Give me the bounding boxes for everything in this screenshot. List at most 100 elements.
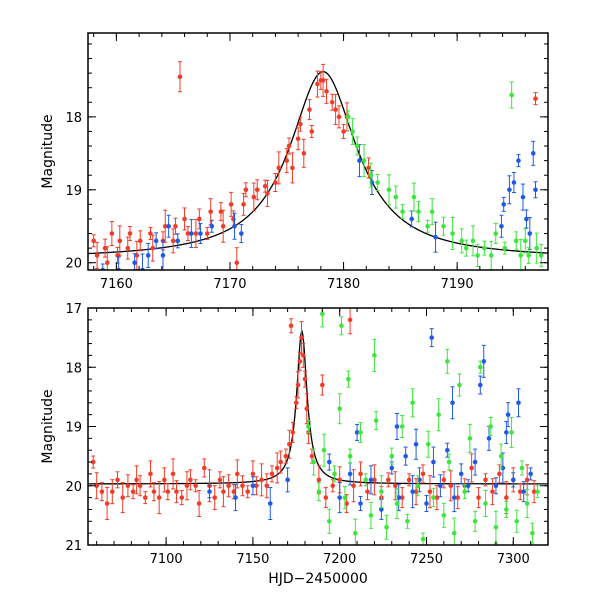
bottom-green-point — [467, 423, 473, 453]
top-blue-point — [499, 214, 504, 238]
bottom-red-point — [234, 459, 240, 489]
bottom-red-point — [269, 465, 275, 483]
x-axis-label: HJD−2450000 — [268, 571, 368, 587]
top-green-point — [526, 246, 531, 264]
top-blue-point — [507, 175, 512, 205]
bottom-red-point — [165, 483, 171, 501]
bottom-ytick-label: 19 — [65, 421, 82, 436]
bottom-blue-point — [472, 448, 478, 476]
bottom-red-point — [283, 448, 289, 464]
top-green-point — [509, 81, 514, 109]
bottom-red-point — [347, 308, 353, 335]
bottom-red-point — [295, 371, 301, 399]
bottom-blue-point — [481, 344, 487, 378]
bottom-green-point — [436, 398, 441, 432]
top-xtick-label: 7160 — [100, 277, 133, 292]
bottom-plot-area — [88, 308, 548, 545]
bottom-green-point — [504, 500, 509, 518]
top-green-point — [493, 223, 499, 245]
top-blue-point — [175, 233, 181, 249]
bottom-ytick-label: 21 — [65, 539, 82, 554]
top-green-point — [482, 240, 487, 256]
bottom-green-point — [472, 510, 478, 532]
bottom-red-point — [386, 472, 391, 488]
top-blue-point — [232, 212, 237, 240]
bottom-green-point — [488, 417, 494, 436]
bottom-blue-point — [358, 496, 363, 512]
bottom-green-point — [379, 475, 384, 509]
bottom-green-point — [358, 421, 363, 443]
bottom-green-point — [373, 411, 379, 431]
top-green-point — [488, 240, 494, 270]
bottom-red-point — [217, 471, 223, 489]
top-green-point — [386, 174, 392, 206]
bottom-red-point — [125, 474, 131, 498]
top-data-points — [91, 61, 544, 270]
bottom-red-point — [120, 482, 126, 514]
bottom-blue-point — [410, 475, 415, 509]
bottom-red-point — [151, 482, 157, 502]
top-green-point — [534, 232, 539, 264]
top-red-point — [94, 241, 100, 269]
bottom-blue-point — [413, 428, 419, 460]
bottom-green-point — [524, 489, 530, 519]
top-green-point — [475, 243, 480, 267]
bottom-blue-point — [417, 467, 422, 493]
bottom-green-point — [405, 513, 410, 529]
top-green-point — [368, 162, 374, 188]
bottom-green-point — [306, 420, 311, 433]
bottom-red-point — [441, 471, 447, 489]
bottom-blue-point — [516, 388, 521, 418]
bottom-red-point — [99, 482, 105, 502]
bottom-green-point — [514, 509, 520, 533]
bottom-red-point — [259, 463, 264, 497]
top-red-point — [286, 137, 292, 155]
top-red-point — [320, 63, 326, 97]
bottom-green-point — [320, 308, 325, 328]
top-blue-point — [433, 221, 438, 253]
bottom-red-point — [288, 318, 294, 334]
top-red-point — [366, 157, 371, 179]
bottom-ytick-label: 18 — [65, 361, 82, 376]
bottom-red-point — [254, 476, 259, 496]
bottom-red-point — [483, 473, 488, 487]
top-red-point — [298, 116, 303, 132]
bottom-green-point — [410, 388, 415, 418]
bottom-red-point — [104, 487, 110, 521]
top-red-point — [162, 209, 168, 243]
bottom-red-point — [490, 478, 495, 506]
bottom-green-point — [399, 415, 405, 438]
bottom-red-point — [274, 452, 280, 484]
bottom-blue-point — [429, 328, 434, 348]
top-red-point — [185, 226, 191, 242]
top-blue-point — [520, 183, 526, 211]
bottom-axis-ticks — [88, 307, 549, 546]
top-axis-ticks — [88, 33, 549, 270]
bottom-red-point — [264, 473, 270, 499]
bottom-xtick-label: 7200 — [323, 552, 356, 567]
bottom-red-point — [179, 490, 185, 506]
bottom-green-point — [326, 508, 332, 534]
bottom-tick-labels: 7100 7150 7200 7250 7300 17 18 19 20 21 — [65, 302, 529, 567]
bottom-red-point — [517, 483, 523, 501]
bottom-xtick-label: 7100 — [150, 552, 183, 567]
bottom-red-point — [290, 421, 296, 443]
top-blue-point — [501, 196, 507, 212]
bottom-red-point — [137, 475, 143, 497]
bottom-blue-point — [521, 481, 526, 503]
bottom-green-point — [394, 488, 400, 520]
bottom-blue-point — [207, 485, 212, 499]
top-red-point — [127, 226, 133, 242]
bottom-y-axis-label: Magnitude — [40, 389, 56, 463]
bottom-red-point — [202, 458, 207, 478]
bottom-red-point — [278, 450, 283, 474]
bottom-blue-point — [493, 477, 499, 495]
top-red-point — [333, 94, 338, 126]
top-red-point — [134, 240, 140, 270]
bottom-blue-point — [458, 463, 464, 485]
top-red-point — [102, 238, 108, 258]
bottom-blue-point — [326, 453, 332, 471]
bottom-green-point — [535, 485, 540, 499]
bottom-red-point — [115, 471, 120, 489]
bottom-green-point — [415, 475, 421, 497]
